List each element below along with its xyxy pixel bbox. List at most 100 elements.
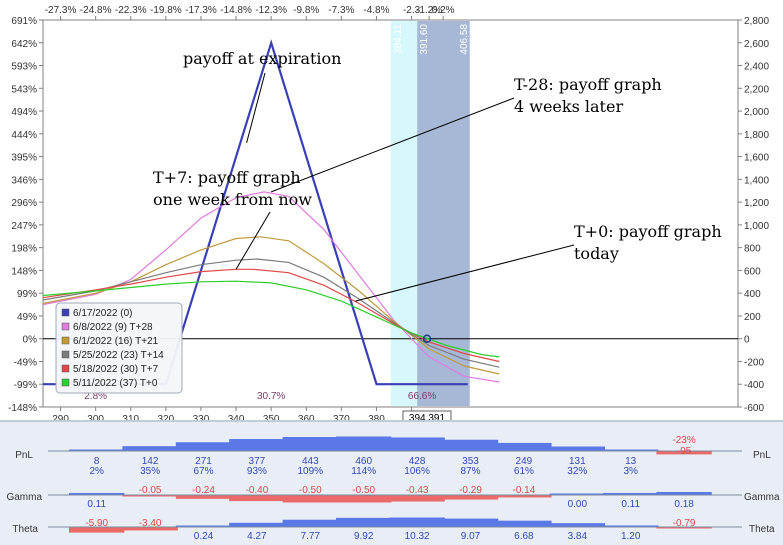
current-price-label: 394.391 bbox=[409, 413, 446, 420]
y-right-tick-label: 2,800 bbox=[744, 16, 769, 27]
gamma-value: -0.43 bbox=[406, 485, 429, 496]
top-tick-label: -7.3% bbox=[328, 5, 354, 16]
area-pct-label: 66.6% bbox=[408, 391, 436, 402]
pnl-bar bbox=[442, 439, 499, 452]
pnl-pct: -23% bbox=[672, 435, 695, 446]
annotation-text: payoff at expiration bbox=[183, 49, 341, 68]
top-tick-label: -17.3% bbox=[185, 5, 217, 16]
series-line-5 bbox=[42, 280, 500, 358]
x-tick-label: 330 bbox=[193, 414, 210, 420]
pnl-pct: 87% bbox=[460, 466, 480, 477]
pnl-value: 249 bbox=[516, 456, 533, 467]
y-right-tick-label: 2,200 bbox=[744, 84, 769, 95]
gamma-row-label: Gamma bbox=[6, 492, 42, 503]
theta-row-label-right: Theta bbox=[749, 524, 775, 535]
x-tick-label: 290 bbox=[52, 414, 69, 420]
top-tick-label: -22.3% bbox=[115, 5, 147, 16]
shaded-range-end-label-1: 406.58 bbox=[459, 24, 470, 55]
y-right-tick-label: 1,200 bbox=[744, 198, 769, 209]
pnl-pct: 2% bbox=[89, 466, 104, 477]
y-left-tick-label: 444% bbox=[11, 130, 37, 141]
y-right-tick-label: 2,600 bbox=[744, 39, 769, 50]
shaded-range-1 bbox=[417, 21, 470, 406]
annotation-leader bbox=[235, 211, 271, 270]
area-pct-label: 30.7% bbox=[257, 391, 285, 402]
y-left-tick-label: 642% bbox=[11, 39, 37, 50]
y-left-tick-label: 49% bbox=[17, 312, 37, 323]
area-pct-label: 2.8% bbox=[84, 391, 107, 402]
y-right-tick-label: 200 bbox=[744, 312, 761, 323]
annotation-leader bbox=[246, 72, 266, 144]
gamma-value: 0.18 bbox=[674, 499, 694, 510]
legend bbox=[55, 302, 183, 394]
gamma-value: 0.00 bbox=[568, 499, 588, 510]
pnl-bar bbox=[282, 437, 339, 452]
theta-value: 0.24 bbox=[194, 531, 214, 542]
legend-swatch bbox=[61, 322, 70, 331]
x-tick-label: 340 bbox=[228, 414, 245, 420]
y-right-tick-label: -400 bbox=[744, 380, 764, 391]
legend-entry: 5/25/2022 (23) T+14 bbox=[73, 350, 164, 361]
pnl-row-label-right: PnL bbox=[753, 450, 771, 461]
y-right-tick-label: 2,000 bbox=[744, 107, 769, 118]
y-right-tick-label: -600 bbox=[744, 403, 764, 414]
gamma-value: -0.05 bbox=[139, 485, 162, 496]
y-right-tick-label: 1,000 bbox=[744, 221, 769, 232]
theta-bar bbox=[442, 518, 499, 528]
theta-value: -5.90 bbox=[85, 518, 108, 529]
x-tick-label: 310 bbox=[122, 414, 139, 420]
theta-value: 6.68 bbox=[514, 531, 534, 542]
pnl-bar bbox=[336, 436, 392, 452]
pnl-row-label: PnL bbox=[15, 450, 33, 461]
legend-entry: 5/11/2022 (37) T+0 bbox=[73, 378, 158, 389]
annotation-leader bbox=[355, 244, 575, 302]
pnl-pct: 109% bbox=[298, 466, 324, 477]
theta-bar bbox=[496, 520, 552, 528]
theta-value: 4.27 bbox=[247, 531, 267, 542]
current-price-marker bbox=[422, 334, 432, 343]
shaded-range-label-0: 384.11 bbox=[393, 24, 404, 54]
pnl-value: 460 bbox=[355, 456, 372, 467]
y-left-tick-label: 691% bbox=[11, 16, 37, 27]
legend-swatch bbox=[61, 336, 70, 345]
y-left-tick-label: -49% bbox=[14, 357, 37, 368]
pnl-value: 142 bbox=[142, 456, 159, 467]
theta-bar bbox=[336, 517, 392, 528]
annotation-text: today bbox=[574, 244, 619, 263]
annotation-leader bbox=[270, 97, 515, 193]
y-left-tick-label: 346% bbox=[11, 175, 37, 186]
annotation-text: T-28: payoff graph bbox=[514, 75, 662, 94]
x-tick-label: 350 bbox=[263, 414, 280, 420]
gamma-bar bbox=[336, 494, 392, 503]
theta-value: 10.32 bbox=[405, 531, 430, 542]
y-left-tick-label: -148% bbox=[8, 403, 37, 414]
legend-entry: 6/8/2022 (9) T+28 bbox=[73, 322, 153, 333]
gamma-value: -0.14 bbox=[513, 485, 536, 496]
top-tick-label: -14.8% bbox=[220, 5, 252, 16]
theta-value: 7.77 bbox=[301, 531, 321, 542]
pnl-value: 353 bbox=[462, 456, 479, 467]
y-right-tick-label: 0 bbox=[744, 335, 750, 346]
pnl-pct: 67% bbox=[193, 466, 213, 477]
gamma-bar bbox=[282, 494, 339, 503]
y-right-tick-label: 1,400 bbox=[744, 175, 769, 186]
theta-value: 9.92 bbox=[354, 531, 374, 542]
pnl-pct: 93% bbox=[247, 466, 267, 477]
theta-value: -0.79 bbox=[673, 518, 696, 529]
legend-entry: 5/18/2022 (30) T+7 bbox=[73, 364, 159, 375]
gamma-value: -0.50 bbox=[299, 485, 322, 496]
top-tick-label: -4.8% bbox=[363, 5, 389, 16]
y-left-tick-label: 247% bbox=[11, 221, 37, 232]
top-tick-label: -19.8% bbox=[150, 5, 182, 16]
x-tick-label: 370 bbox=[333, 414, 350, 420]
y-right-tick-label: 1,600 bbox=[744, 153, 769, 164]
theta-bar bbox=[282, 519, 339, 528]
series-line-1 bbox=[42, 191, 500, 383]
theta-bar bbox=[389, 517, 445, 528]
pnl-value: 377 bbox=[249, 456, 266, 467]
pnl-value: 443 bbox=[302, 456, 319, 467]
legend-swatch bbox=[61, 350, 70, 359]
y-left-tick-label: 99% bbox=[17, 289, 37, 300]
pnl-value: 131 bbox=[569, 456, 586, 467]
x-tick-label: 380 bbox=[368, 414, 385, 420]
